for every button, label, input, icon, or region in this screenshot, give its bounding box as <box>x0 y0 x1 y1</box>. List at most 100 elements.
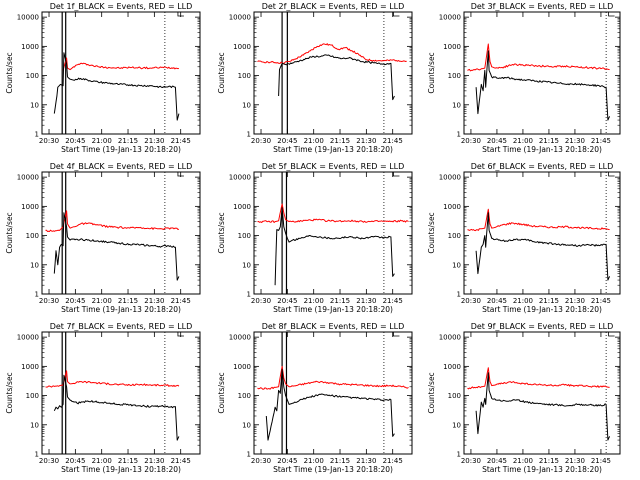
y-tick-label: 1000 <box>21 43 39 51</box>
y-tick-label: 100 <box>238 232 251 240</box>
x-axis-label: Start Time (19-Jan-13 20:18:20) <box>61 145 181 154</box>
x-tick-label: 21:45 <box>383 297 403 305</box>
y-tick-label: 10 <box>30 101 39 109</box>
x-tick-label: 21:15 <box>118 297 138 305</box>
y-tick-label: 10000 <box>17 334 39 342</box>
x-tick-label: 21:15 <box>539 457 559 465</box>
x-tick-label: 21:00 <box>92 457 112 465</box>
y-tick-label: 10000 <box>439 174 461 182</box>
y-tick-label: 100 <box>238 392 251 400</box>
y-tick-label: 10000 <box>229 174 251 182</box>
x-tick-label: 21:45 <box>383 137 403 145</box>
x-tick-label: 20:45 <box>277 137 297 145</box>
lld-series-line <box>467 367 610 390</box>
x-tick-label: 21:30 <box>356 457 376 465</box>
detector-panel: Det 4f_BLACK = Events, RED = LLD 1 10 100 10… <box>5 162 201 314</box>
x-tick-label: 20:45 <box>487 297 507 305</box>
x-tick-label: 20:45 <box>487 137 507 145</box>
y-tick-label: 1 <box>247 451 251 459</box>
x-axis-label: Start Time (19-Jan-13 20:18:20) <box>482 305 602 314</box>
y-tick-label: 1 <box>247 131 251 139</box>
detector-panel: Det 7f_BLACK = Events, RED = LLD 1 10 100 10… <box>5 322 201 474</box>
plot-frame <box>253 331 413 455</box>
x-axis-label: Start Time (19-Jan-13 20:18:20) <box>482 145 602 154</box>
y-tick-label: 1000 <box>233 203 251 211</box>
y-tick-label: 1000 <box>21 363 39 371</box>
x-tick-label: 21:30 <box>565 457 585 465</box>
x-tick-label: 21:15 <box>330 297 350 305</box>
x-tick-label: 21:00 <box>513 297 533 305</box>
plot-frame <box>463 171 621 295</box>
detector-panel: Det 2f_BLACK = Events, RED = LLD 1 10 100 10… <box>217 2 413 154</box>
panel-title: Det 6f_BLACK = Events, RED = LLD <box>471 162 614 171</box>
y-tick-label: 10000 <box>439 14 461 22</box>
y-tick-label: 1000 <box>21 203 39 211</box>
y-tick-label: 1000 <box>443 363 461 371</box>
y-tick-label: 1 <box>35 291 39 299</box>
x-tick-label: 21:45 <box>171 457 191 465</box>
x-tick-label: 20:30 <box>39 137 59 145</box>
y-tick-label: 10 <box>452 261 461 269</box>
y-tick-label: 1 <box>35 451 39 459</box>
x-tick-label: 21:00 <box>304 137 324 145</box>
x-tick-label: 21:15 <box>539 297 559 305</box>
lld-series-line <box>257 365 409 390</box>
y-tick-label: 100 <box>26 232 39 240</box>
y-tick-label: 1000 <box>443 203 461 211</box>
y-axis-label: Counts/sec <box>427 52 436 93</box>
y-axis-label: Counts/sec <box>217 212 226 253</box>
x-axis-label: Start Time (19-Jan-13 20:18:20) <box>61 465 181 474</box>
x-axis-label: Start Time (19-Jan-13 20:18:20) <box>482 465 602 474</box>
x-tick-label: 21:00 <box>304 457 324 465</box>
y-tick-label: 1 <box>457 451 461 459</box>
panel-title: Det 3f_BLACK = Events, RED = LLD <box>471 2 614 11</box>
y-tick-label: 10 <box>242 261 251 269</box>
y-tick-label: 10000 <box>439 334 461 342</box>
x-tick-label: 21:30 <box>565 137 585 145</box>
x-tick-label: 21:45 <box>591 297 611 305</box>
y-tick-label: 100 <box>26 392 39 400</box>
x-tick-label: 20:45 <box>277 457 297 465</box>
x-tick-label: 20:45 <box>65 457 85 465</box>
events-series-line <box>278 54 395 101</box>
events-series-line <box>265 368 395 441</box>
x-tick-label: 21:45 <box>591 457 611 465</box>
y-tick-label: 10000 <box>17 14 39 22</box>
y-axis-label: Counts/sec <box>217 372 226 413</box>
x-tick-label: 20:45 <box>487 457 507 465</box>
end-bracket-marker <box>393 12 400 17</box>
events-series-line <box>53 212 180 281</box>
end-bracket-marker <box>608 332 615 337</box>
y-tick-label: 1000 <box>233 43 251 51</box>
events-series-line <box>475 212 611 281</box>
y-tick-label: 1000 <box>443 43 461 51</box>
lld-series-line <box>45 370 180 388</box>
x-tick-label: 21:15 <box>539 137 559 145</box>
y-tick-label: 100 <box>26 72 39 80</box>
panel-title: Det 5f_BLACK = Events, RED = LLD <box>262 162 405 171</box>
plot-frame <box>41 331 201 455</box>
x-tick-label: 21:30 <box>565 297 585 305</box>
lld-series-line <box>62 57 179 71</box>
y-axis-label: Counts/sec <box>427 212 436 253</box>
x-tick-label: 21:45 <box>383 457 403 465</box>
end-bracket-marker <box>177 332 184 337</box>
panel-title: Det 1f_BLACK = Events, RED = LLD <box>50 2 193 11</box>
y-tick-label: 1000 <box>233 363 251 371</box>
x-tick-label: 20:45 <box>65 297 85 305</box>
events-series-line <box>53 52 180 121</box>
y-tick-label: 10000 <box>17 174 39 182</box>
x-axis-label: Start Time (19-Jan-13 20:18:20) <box>61 305 181 314</box>
lld-series-line <box>467 208 610 232</box>
plot-frame <box>253 171 413 295</box>
x-tick-label: 21:15 <box>330 457 350 465</box>
end-bracket-marker <box>608 172 615 177</box>
plot-frame <box>253 11 413 135</box>
plot-frame <box>41 171 201 295</box>
end-bracket-marker <box>393 172 400 177</box>
detector-panel: Det 9f_BLACK = Events, RED = LLD 1 10 100 10… <box>427 322 621 474</box>
x-tick-label: 21:30 <box>144 137 164 145</box>
y-tick-label: 1 <box>457 291 461 299</box>
x-tick-label: 21:30 <box>144 297 164 305</box>
x-tick-label: 21:00 <box>513 137 533 145</box>
